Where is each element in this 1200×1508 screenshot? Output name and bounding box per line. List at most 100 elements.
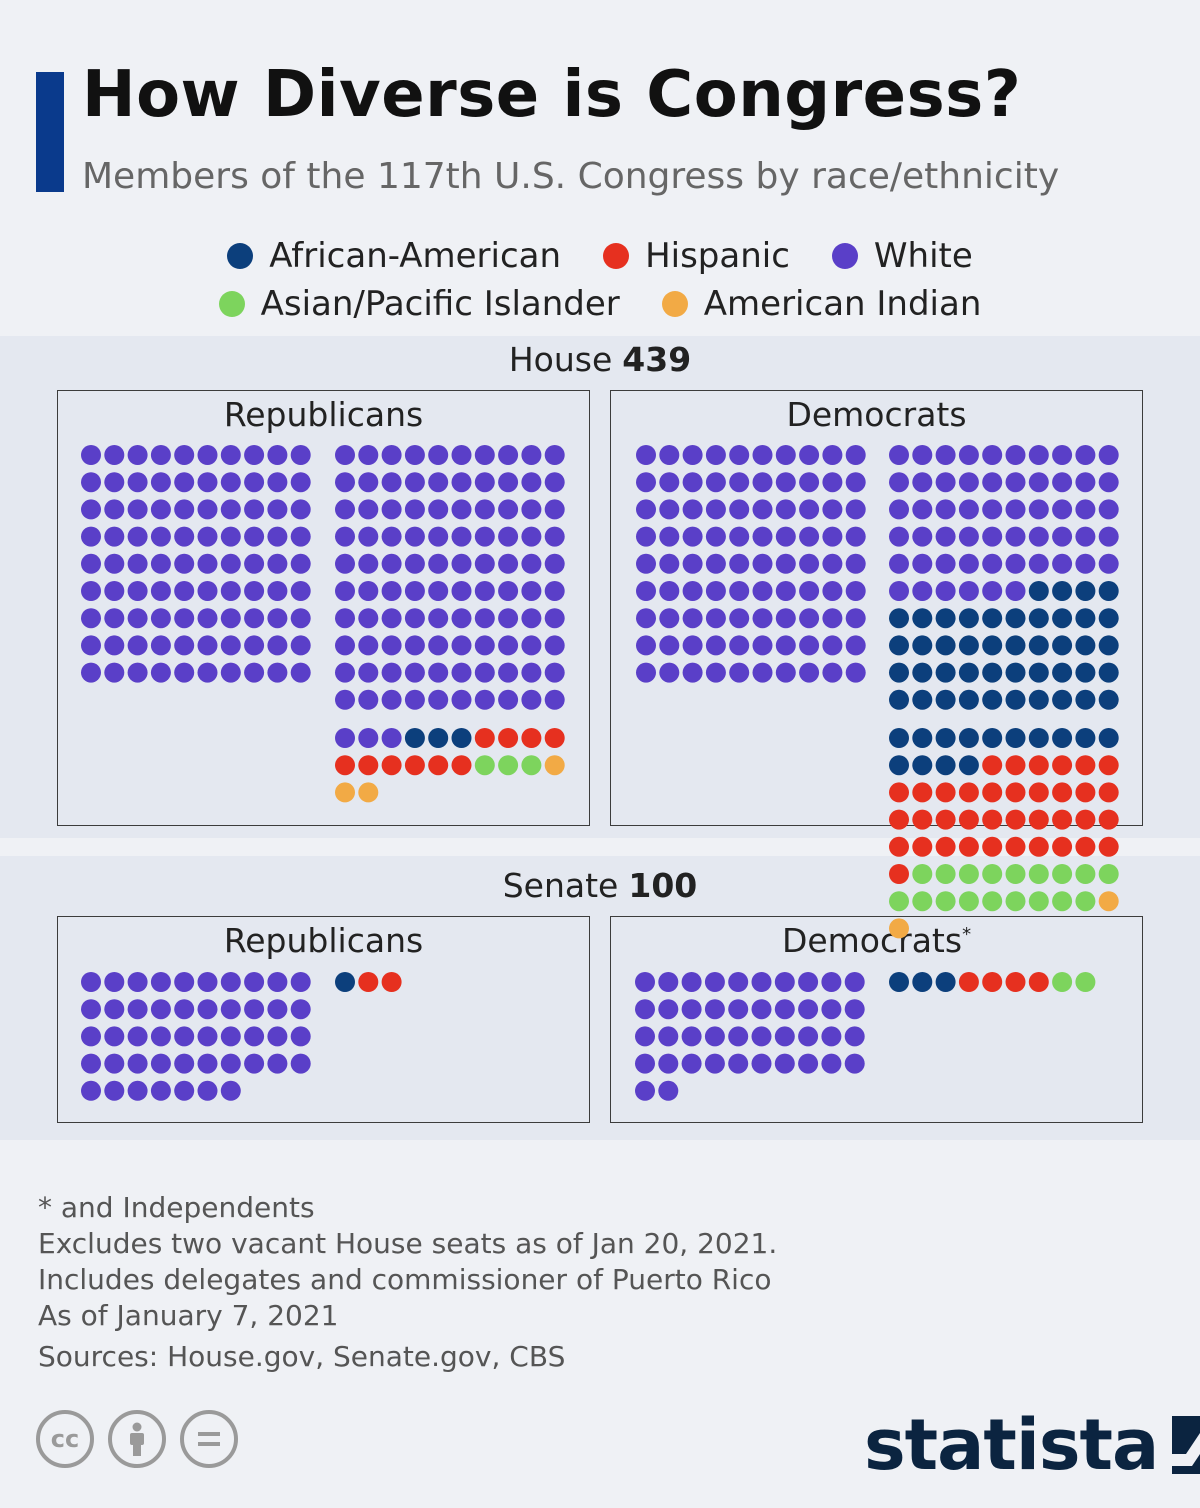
dot-house-democrats-hispanic	[958, 836, 979, 857]
dot-house-democrats-white	[799, 499, 820, 520]
dot-senate-democrats-white	[751, 1026, 772, 1047]
dot-house-republicans-white	[404, 662, 425, 683]
dot-house-democrats-white	[845, 526, 866, 547]
dot-house-democrats-white	[775, 499, 796, 520]
dot-house-republicans-white	[404, 445, 425, 465]
dot-house-democrats-asian-pacific-islander	[1005, 864, 1026, 884]
dot-house-democrats-white	[982, 445, 1003, 465]
dot-house-republicans-white	[104, 553, 125, 574]
statista-logo-icon	[1172, 1416, 1200, 1474]
dot-house-democrats-white	[822, 472, 843, 493]
dot-house-democrats-white	[752, 581, 773, 601]
dot-house-republicans-white	[174, 635, 195, 656]
dot-senate-democrats-white	[774, 1053, 795, 1074]
dot-house-democrats-white	[845, 662, 866, 683]
dot-house-republicans-white	[220, 499, 241, 520]
dot-house-democrats-white	[935, 499, 956, 520]
dot-house-republicans-white	[174, 472, 195, 493]
dot-house-democrats-white	[682, 553, 703, 574]
dot-senate-republicans-african-american	[335, 972, 355, 992]
dot-house-democrats-white	[822, 445, 843, 465]
dot-house-republicans-white	[220, 445, 241, 465]
dot-house-democrats-african-american	[982, 608, 1003, 629]
dot-house-republicans-white	[474, 445, 495, 465]
dot-senate-democrats-white	[728, 1026, 749, 1047]
dot-house-democrats-white	[1052, 499, 1073, 520]
dot-senate-democrats-white	[821, 1053, 842, 1074]
dot-house-democrats-white	[958, 472, 979, 493]
dot-house-republicans-white	[244, 635, 265, 656]
dot-house-republicans-white	[267, 445, 288, 465]
legend-swatch-hispanic	[603, 243, 630, 269]
dot-house-democrats-white	[636, 581, 656, 601]
dot-house-republicans-white	[174, 581, 195, 601]
dot-house-democrats-white	[636, 553, 656, 574]
dot-house-democrats-african-american	[912, 608, 933, 629]
dot-house-republicans-white	[244, 662, 265, 683]
cc-icon[interactable]: cc	[36, 1410, 94, 1468]
dot-house-republicans-white	[335, 608, 355, 629]
dot-senate-democrats-white	[704, 1053, 725, 1074]
dot-house-democrats-african-american	[958, 728, 979, 748]
dot-house-republicans-white	[150, 581, 171, 601]
dot-house-republicans-white	[220, 635, 241, 656]
dot-senate-republicans-white	[197, 972, 218, 992]
dot-house-republicans-white	[498, 635, 519, 656]
dot-senate-democrats-hispanic	[982, 972, 1003, 992]
dot-house-republicans-white	[544, 581, 565, 601]
dot-house-democrats-white	[1005, 499, 1026, 520]
dot-house-republicans-white	[451, 689, 472, 710]
dot-house-republicans-white	[81, 635, 101, 656]
dot-house-democrats-white	[752, 526, 773, 547]
dot-house-republicans-white	[104, 608, 125, 629]
dot-senate-republicans-white	[127, 999, 148, 1020]
dot-house-republicans-white	[498, 581, 519, 601]
dot-house-democrats-white	[1028, 499, 1049, 520]
dot-house-democrats-asian-pacific-islander	[1028, 864, 1049, 884]
dot-house-democrats-hispanic	[982, 755, 1003, 776]
dot-house-republicans-white	[358, 472, 379, 493]
footnote: As of January 7, 2021	[38, 1299, 339, 1332]
dot-house-democrats-white	[682, 608, 703, 629]
dot-senate-democrats-white	[798, 1053, 819, 1074]
dot-senate-republicans-white	[150, 999, 171, 1020]
dot-senate-republicans-white	[127, 1080, 148, 1101]
dot-house-republicans-white	[335, 553, 355, 574]
dot-house-republicans-white	[451, 608, 472, 629]
dot-house-republicans-white	[174, 662, 195, 683]
legend-label: Asian/Pacific Islander	[260, 284, 620, 324]
dot-house-democrats-hispanic	[912, 836, 933, 857]
dot-house-democrats-african-american	[1028, 608, 1049, 629]
dot-house-republicans-white	[428, 608, 449, 629]
dot-house-republicans-white	[335, 445, 355, 465]
dot-house-democrats-white	[912, 445, 933, 465]
dot-house-democrats-white	[958, 581, 979, 601]
dot-senate-republicans-white	[197, 1080, 218, 1101]
dot-house-democrats-white	[682, 526, 703, 547]
dot-house-republicans-hispanic	[451, 755, 472, 776]
statista-logo[interactable]: statista	[864, 1404, 1200, 1486]
dot-senate-republicans-white	[267, 999, 288, 1020]
dot-house-republicans-white	[381, 526, 402, 547]
dot-house-democrats-white	[636, 635, 656, 656]
no-derivatives-icon[interactable]	[180, 1410, 238, 1468]
dot-house-democrats-asian-pacific-islander	[1052, 891, 1073, 912]
dot-house-republicans-white	[521, 472, 542, 493]
dot-house-republicans-white	[197, 499, 218, 520]
dot-house-democrats-african-american	[958, 689, 979, 710]
dot-house-republicans-white	[104, 499, 125, 520]
dot-house-democrats-white	[935, 445, 956, 465]
dot-house-democrats-hispanic	[1075, 782, 1096, 803]
attribution-icon[interactable]	[108, 1410, 166, 1468]
dot-house-republicans-white	[104, 526, 125, 547]
dot-house-democrats-african-american	[1005, 662, 1026, 683]
dot-house-republicans-white	[244, 581, 265, 601]
dot-house-republicans-white	[220, 608, 241, 629]
dot-house-democrats-white	[752, 662, 773, 683]
dot-senate-democrats-white	[751, 1053, 772, 1074]
footnote: Excludes two vacant House seats as of Ja…	[38, 1227, 778, 1260]
dot-house-republicans-white	[81, 472, 101, 493]
dot-house-republicans-white	[451, 445, 472, 465]
dot-house-republicans-white	[335, 689, 355, 710]
dot-senate-republicans-hispanic	[381, 972, 402, 992]
